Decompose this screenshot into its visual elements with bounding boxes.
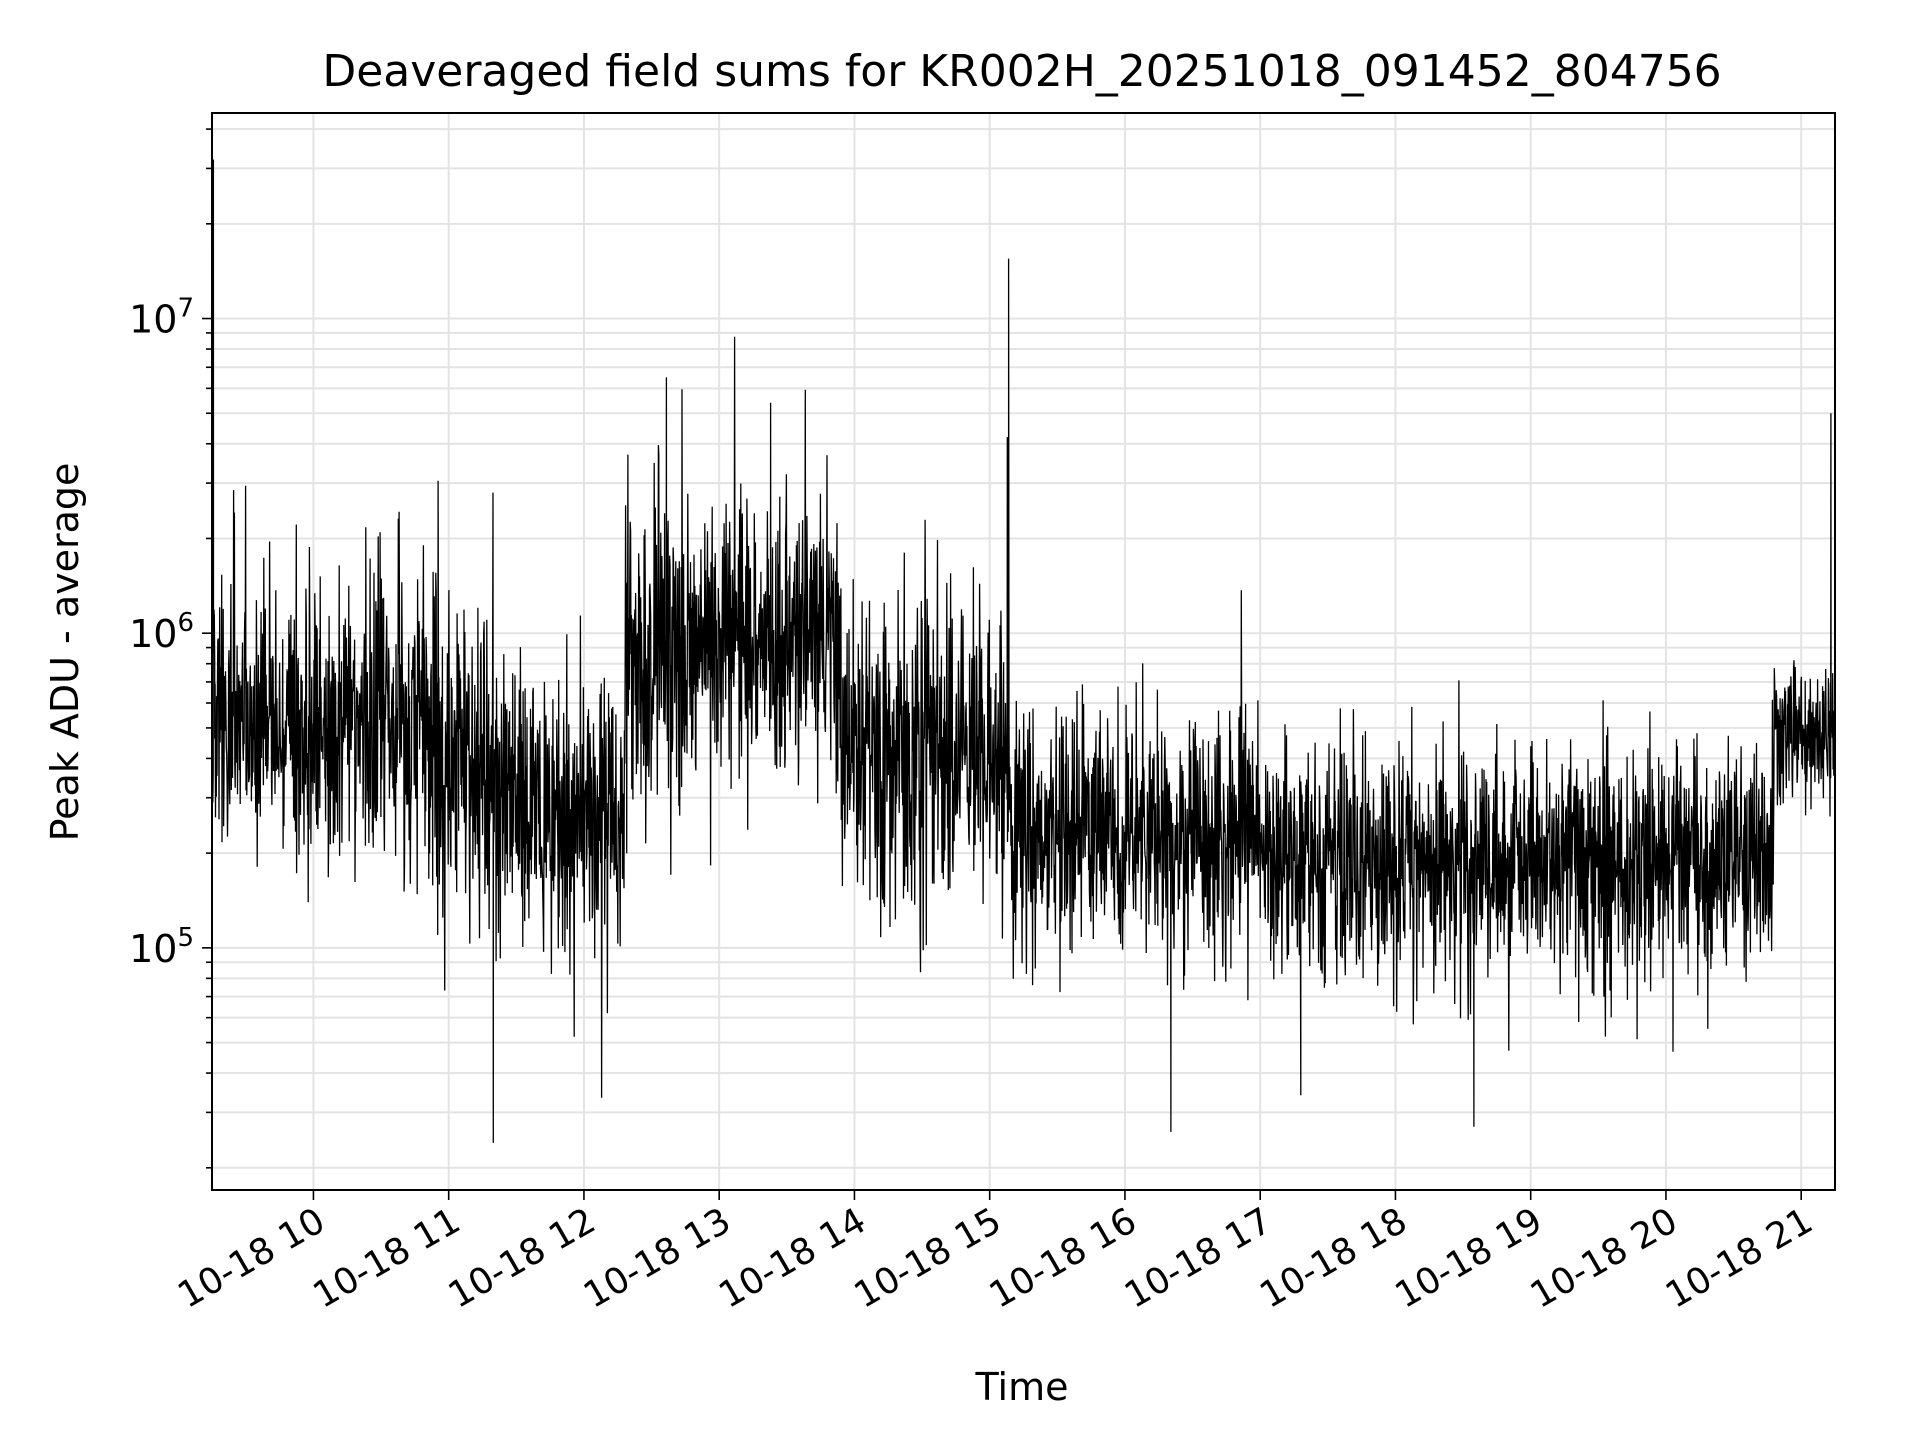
- x-axis-label: Time: [975, 1365, 1069, 1409]
- x-tick-label: 10-18 12: [442, 1200, 603, 1316]
- y-tick-label: 105: [129, 923, 194, 971]
- x-tick-label: 10-18 21: [1659, 1200, 1820, 1316]
- chart-title: Deaveraged field sums for KR002H_2025101…: [322, 46, 1721, 97]
- y-tick-label: 107: [129, 294, 194, 342]
- x-tick-label: 10-18 15: [848, 1200, 1009, 1316]
- x-tick-label: 10-18 16: [983, 1200, 1144, 1316]
- y-tick-label: 106: [129, 608, 194, 656]
- x-tick-label: 10-18 20: [1524, 1200, 1685, 1316]
- x-tick-label: 10-18 19: [1389, 1200, 1550, 1316]
- x-tick-label: 10-18 10: [171, 1200, 332, 1316]
- series-line: [211, 159, 1836, 1143]
- x-tick-label: 10-18 14: [712, 1200, 873, 1316]
- series-layer: [211, 159, 1836, 1143]
- x-tick-label: 10-18 18: [1253, 1200, 1414, 1316]
- x-tick-label: 10-18 11: [307, 1200, 468, 1316]
- x-tick-label: 10-18 13: [577, 1200, 738, 1316]
- plot-area-frame: [211, 112, 1836, 1191]
- grid: [212, 113, 1835, 1190]
- y-axis-label: Peak ADU - average: [43, 463, 87, 842]
- x-tick-label: 10-18 17: [1118, 1200, 1279, 1316]
